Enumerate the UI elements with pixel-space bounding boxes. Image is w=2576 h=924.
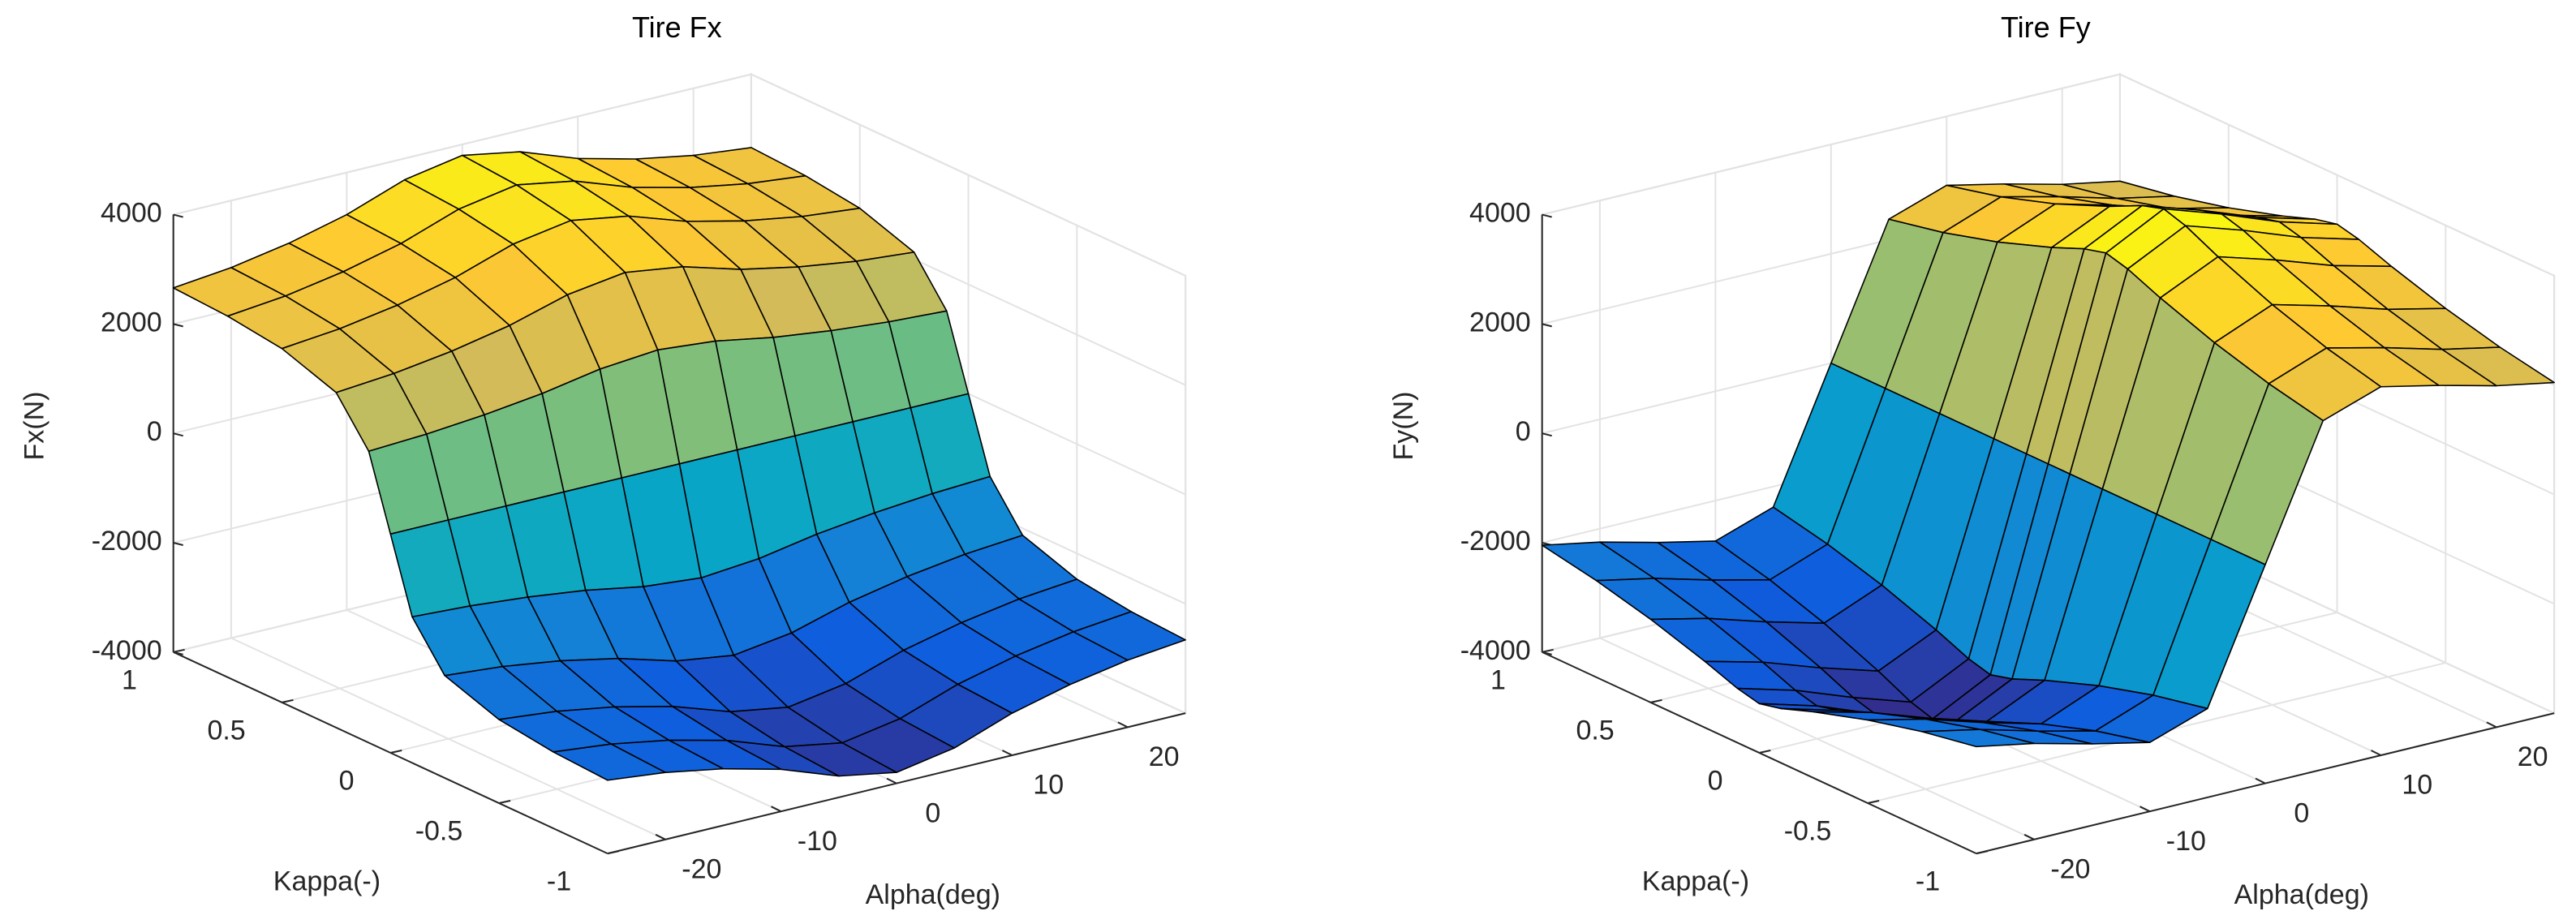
x-tick-label: 0 — [2294, 797, 2309, 828]
z-tick-label: 0 — [147, 416, 162, 447]
y-tick — [498, 800, 511, 805]
x-tick-label: 20 — [2518, 741, 2548, 772]
z-tick-label: -4000 — [1460, 635, 1531, 666]
x-axis-label: Alpha(deg) — [2234, 879, 2369, 910]
z-tick-label: 4000 — [101, 198, 162, 229]
y-tick — [1976, 850, 1989, 855]
y-tick — [1759, 749, 1771, 754]
y-tick — [390, 749, 402, 754]
x-tick-label: 10 — [2402, 770, 2432, 801]
z-tick-label: -2000 — [92, 526, 162, 557]
x-tick — [1117, 721, 1129, 728]
x-tick — [2486, 721, 2497, 728]
y-axis-label: Kappa(-) — [1642, 866, 1749, 897]
y-tick-label: -0.5 — [415, 816, 463, 847]
z-tick — [173, 432, 183, 437]
x-tick-label: -10 — [2166, 826, 2206, 857]
z-tick-label: 2000 — [101, 307, 162, 337]
x-tick — [655, 833, 666, 840]
chart-title: Tire Fy — [2001, 11, 2091, 44]
z-grid-line — [750, 73, 1186, 277]
x-tick — [1002, 750, 1013, 756]
y-tick-label: 0.5 — [1576, 716, 1614, 746]
x-axis-label: Alpha(deg) — [866, 879, 1000, 910]
y-tick — [1867, 800, 1880, 805]
surface-cell — [1921, 728, 2035, 748]
y-tick — [1542, 648, 1554, 653]
x-tick-label: 20 — [1149, 741, 1180, 772]
y-tick-label: 1 — [122, 664, 137, 695]
z-tick — [1542, 432, 1552, 437]
y-tick — [1650, 698, 1662, 703]
y-tick-label: 1 — [1490, 664, 1506, 695]
x-tick-label: 0 — [925, 797, 940, 828]
y-tick — [282, 698, 294, 703]
x-tick-label: -10 — [798, 826, 837, 857]
y-tick-label: -0.5 — [1784, 816, 1832, 847]
y-tick-label: 0 — [339, 766, 355, 797]
z-tick — [1542, 323, 1552, 328]
y-tick — [607, 850, 620, 855]
x-tick — [771, 806, 782, 813]
chart-title: Tire Fx — [632, 11, 722, 44]
z-tick-label: 2000 — [1469, 307, 1531, 337]
x-tick-label: 10 — [1033, 770, 1064, 801]
x-tick-label: -20 — [2050, 853, 2090, 884]
z-tick — [1542, 213, 1552, 218]
x-tick — [2371, 750, 2381, 756]
z-grid-line — [2119, 73, 2555, 277]
z-tick-label: 4000 — [1469, 198, 1531, 229]
x-tick — [2255, 777, 2266, 784]
x-tick — [2139, 806, 2151, 813]
x-tick — [2023, 833, 2035, 840]
y-tick-label: 0 — [1708, 766, 1723, 797]
y-tick-label: 0.5 — [207, 716, 245, 746]
z-tick-label: -4000 — [92, 635, 162, 666]
surface-cell — [553, 743, 666, 781]
z-tick — [173, 323, 183, 328]
z-axis-label: Fy(N) — [1388, 392, 1419, 461]
z-tick — [173, 213, 183, 218]
y-tick — [173, 648, 185, 653]
x-tick — [886, 777, 897, 784]
x-tick-label: -20 — [682, 853, 721, 884]
z-tick — [173, 542, 183, 546]
y-tick-label: -1 — [1916, 866, 1940, 897]
z-tick-label: -2000 — [1460, 526, 1531, 557]
y-axis-label: Kappa(-) — [273, 866, 381, 897]
z-tick-label: 0 — [1516, 416, 1531, 447]
y-tick-label: -1 — [547, 866, 571, 897]
z-axis-label: Fx(N) — [19, 392, 50, 461]
